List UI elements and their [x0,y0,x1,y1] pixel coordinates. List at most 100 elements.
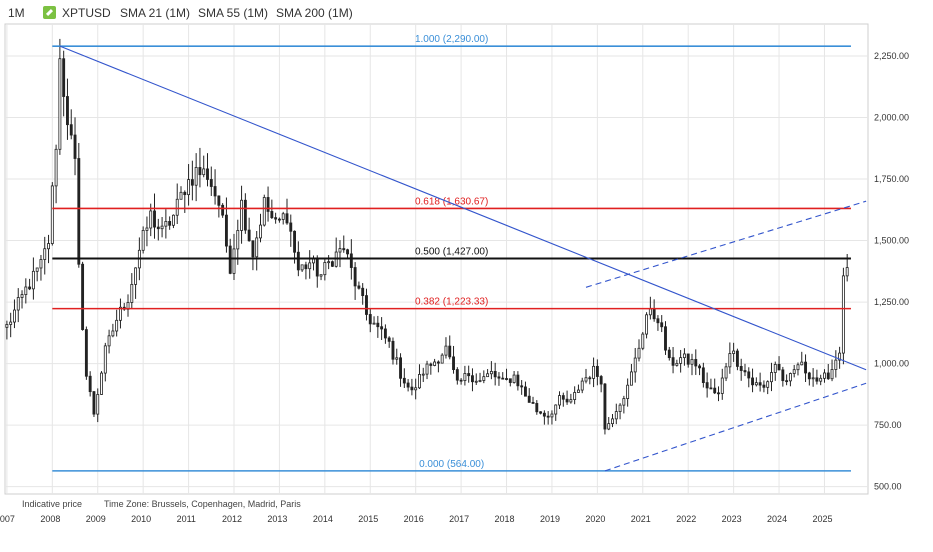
candle-body [20,294,24,298]
candle-body [815,377,819,382]
candle-body [558,395,561,406]
candle-body [47,243,50,250]
candle-body [823,372,826,379]
candle-body [141,230,145,251]
candle-body [342,248,346,251]
candle-body [770,372,773,383]
fib-level-label: 1.000 (2,290.00) [415,34,488,45]
candle-body [436,361,440,364]
candle-body [690,359,694,365]
candle-body [410,386,414,391]
candle-body [675,362,679,366]
candle-body [743,370,747,373]
candle-body [512,374,516,383]
x-tick-label: 2020 [585,514,605,524]
candle-body [773,363,777,373]
fib-level-label: 0.618 (1,630.67) [415,196,488,207]
candle-body [800,361,804,366]
indicator-sma-55[interactable]: SMA 55 (1M) [198,6,269,20]
candle-body [520,385,524,388]
candle-body [493,370,497,378]
candle-body [614,411,618,420]
candle-body [156,226,160,230]
indicative-price-note: Indicative price [22,499,83,509]
candle-body [645,314,649,335]
candle-body [845,267,849,277]
candle-body [539,411,543,414]
candle-body [130,284,134,303]
candle-body [304,264,308,270]
candle-body [387,337,391,342]
period-label[interactable]: 1M [8,6,25,20]
candle-body [637,347,641,359]
fib-level-label: 0.000 (564.00) [419,459,484,470]
candle-body [296,251,300,271]
candle-body [573,392,577,400]
candle-body [751,377,754,386]
candle-body [13,309,16,323]
candle-body [622,398,626,406]
candle-body [474,380,478,383]
candle-body [232,248,236,274]
symbol-label[interactable]: XPTUSD [62,6,111,20]
fib-level-label: 0.500 (1,427.00) [415,247,488,258]
candle-body [459,379,463,382]
candle-body [39,259,43,269]
candle-body [187,179,191,196]
x-tick-label: 2019 [540,514,560,524]
candle-body [270,211,274,219]
candle-body [652,308,656,320]
y-tick-label: 2,000.00 [874,113,909,123]
candle-body [58,58,62,150]
candle-body [671,357,675,366]
candle-body [300,264,304,271]
candle-body [81,263,85,330]
candle-body [679,357,683,364]
candle-body [542,412,546,417]
candle-body [69,124,73,136]
candle-body [448,345,452,358]
candle-body [228,245,232,274]
candle-body [629,371,633,386]
indicator-sma-21[interactable]: SMA 21 (1M) [120,6,191,20]
candle-body [224,214,228,247]
candle-body [383,328,387,339]
candle-body [194,167,198,186]
candle-body [482,376,486,381]
candle-body [781,369,785,382]
candle-body [28,286,32,290]
candle-body [202,168,206,176]
candle-body [444,345,448,356]
candle-body [717,392,720,395]
candle-body [516,374,520,387]
indicator-sma-200[interactable]: SMA 200 (1M) [276,6,353,20]
candle-body [701,367,705,384]
candle-body [77,158,81,265]
candle-body [376,322,380,328]
candle-body [580,380,584,391]
candle-body [9,321,13,325]
candle-body [807,372,811,380]
candle-body [327,261,331,264]
candle-body [243,199,247,231]
y-tick-label: 1,000.00 [874,359,909,369]
candle-body [221,204,225,216]
candle-body [198,167,202,176]
candle-body [762,384,766,388]
candle-body [440,354,444,364]
candle-body [54,148,58,187]
candle-body [402,377,406,384]
candle-body [527,395,531,403]
y-tick-label: 1,500.00 [874,236,909,246]
candle-body [785,380,789,383]
candle-body [588,377,592,380]
candle-body [16,297,20,311]
instrument-logo-icon [43,6,56,19]
x-tick-label: 2025 [812,514,832,524]
x-tick-label: 2018 [495,514,515,524]
candle-body [391,340,395,360]
candle-body [209,179,213,187]
candle-body [747,371,751,379]
candle-body [289,222,293,232]
